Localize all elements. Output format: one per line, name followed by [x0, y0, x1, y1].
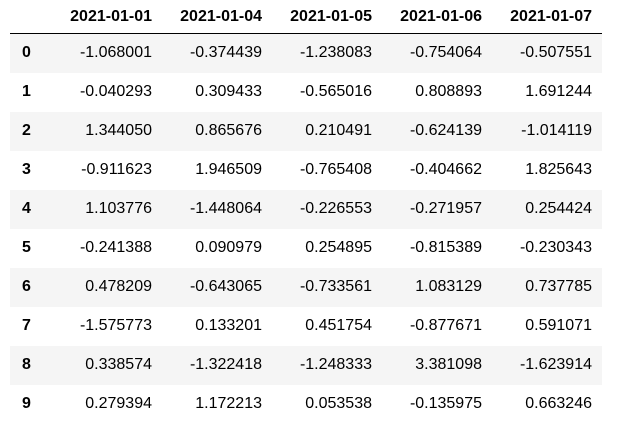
row-index-label: 7 [22, 317, 31, 334]
table-cell: -1.575773 [79, 317, 152, 334]
row-index-label: 6 [22, 278, 31, 295]
table-cell: 1.344050 [85, 122, 152, 139]
table-row: 9 0.279394 1.172213 0.053538 -0.135975 0.6632… [10, 384, 602, 424]
table-row: 2 1.344050 0.865676 0.210491 -0.624139 -1.014… [10, 111, 602, 151]
table-cell: -0.507551 [519, 44, 592, 62]
table-cell: -1.248333 [299, 356, 372, 373]
table-cell: -0.226553 [299, 200, 372, 217]
table-cell: -1.068001 [79, 44, 152, 62]
table-cell: -0.643065 [189, 278, 262, 295]
table-cell: -0.241388 [79, 239, 152, 256]
table-cell: 0.090979 [195, 239, 262, 256]
table-cell: 0.133201 [195, 317, 262, 334]
table-cell: -0.271957 [409, 200, 482, 217]
table-cell: 0.737785 [525, 278, 592, 295]
table-cell: -1.322418 [189, 356, 262, 373]
column-header: 2021-01-07 [492, 0, 602, 34]
table-cell: -0.815389 [409, 239, 482, 256]
table-cell: 0.053538 [305, 395, 372, 412]
table-row: 1 -0.040293 0.309433 -0.565016 0.808893 1.691… [10, 72, 602, 112]
row-index-label: 4 [22, 200, 31, 217]
table-cell: -0.135975 [409, 395, 482, 412]
table-row: 6 0.478209 -0.643065 -0.733561 1.083129 0.737… [10, 267, 602, 307]
table-cell: 0.865676 [195, 122, 262, 139]
table-cell: 0.663246 [525, 395, 592, 412]
row-index-label: 1 [22, 83, 31, 100]
table-cell: 0.478209 [85, 278, 152, 295]
table-cell: -0.733561 [299, 278, 372, 295]
dataframe-table: 2021-01-01 2021-01-04 2021-01-05 2021-01… [10, 0, 602, 424]
table-row: 0 -1.068001 -0.374439 -1.238083 -0.754064 -0.… [10, 33, 602, 73]
table-cell: 1.083129 [415, 278, 482, 295]
table-cell: -1.014119 [521, 122, 592, 139]
table-cell: -0.877671 [409, 317, 482, 334]
table-cell: 3.381098 [415, 356, 482, 373]
row-index-label: 8 [22, 356, 31, 373]
column-header: 2021-01-01 [52, 0, 162, 34]
header-row: 2021-01-01 2021-01-04 2021-01-05 2021-01… [10, 0, 602, 34]
row-index-label: 0 [22, 44, 31, 62]
table-row: 8 0.338574 -1.322418 -1.248333 3.381098 -1.62… [10, 345, 602, 385]
table-cell: 0.279394 [85, 395, 152, 412]
table-row: 5 -0.241388 0.090979 0.254895 -0.815389 -0.23… [10, 228, 602, 268]
row-index-label: 2 [22, 122, 31, 139]
table-body: 0 -1.068001 -0.374439 -1.238083 -0.754064 -0.… [10, 33, 602, 424]
table-cell: -0.624139 [409, 122, 482, 139]
table-cell: -1.238083 [299, 44, 372, 62]
table-cell: 1.946509 [195, 161, 262, 178]
table-cell: 0.808893 [415, 83, 482, 100]
column-header: 2021-01-06 [382, 0, 492, 34]
table-cell: 0.591071 [525, 317, 592, 334]
table-cell: -0.765408 [299, 161, 372, 178]
table-cell: -1.623914 [519, 356, 592, 373]
table-cell: -0.565016 [299, 83, 372, 100]
table-row: 7 -1.575773 0.133201 0.451754 -0.877671 0.591… [10, 306, 602, 346]
row-index-label: 5 [22, 239, 31, 256]
table-row: 4 1.103776 -1.448064 -0.226553 -0.271957 0.25… [10, 189, 602, 229]
table-cell: -0.374439 [189, 44, 262, 62]
table-cell: -0.911623 [81, 161, 152, 178]
column-header: 2021-01-04 [162, 0, 272, 34]
table-cell: 0.338574 [85, 356, 152, 373]
table-cell: 0.309433 [195, 83, 262, 100]
table-cell: 0.254895 [305, 239, 372, 256]
table-cell: 0.210491 [305, 122, 372, 139]
table-cell: -0.230343 [519, 239, 592, 256]
dataframe-output: 2021-01-01 2021-01-04 2021-01-05 2021-01… [10, 0, 602, 424]
table-cell: 1.103776 [85, 200, 152, 217]
table-cell: 1.691244 [525, 83, 592, 100]
column-header: 2021-01-05 [272, 0, 382, 34]
table-cell: 0.451754 [305, 317, 372, 334]
table-cell: -1.448064 [189, 200, 262, 217]
row-index-label: 3 [22, 161, 31, 178]
table-cell: -0.040293 [79, 83, 152, 100]
table-header: 2021-01-01 2021-01-04 2021-01-05 2021-01… [10, 0, 602, 34]
index-header-corner [10, 0, 52, 34]
table-cell: -0.404662 [409, 161, 482, 178]
table-cell: -0.754064 [409, 44, 482, 62]
table-cell: 1.825643 [525, 161, 592, 178]
row-index-label: 9 [22, 395, 31, 412]
table-cell: 1.172213 [195, 395, 262, 412]
table-row: 3 -0.911623 1.946509 -0.765408 -0.404662 1.82… [10, 150, 602, 190]
table-cell: 0.254424 [525, 200, 592, 217]
